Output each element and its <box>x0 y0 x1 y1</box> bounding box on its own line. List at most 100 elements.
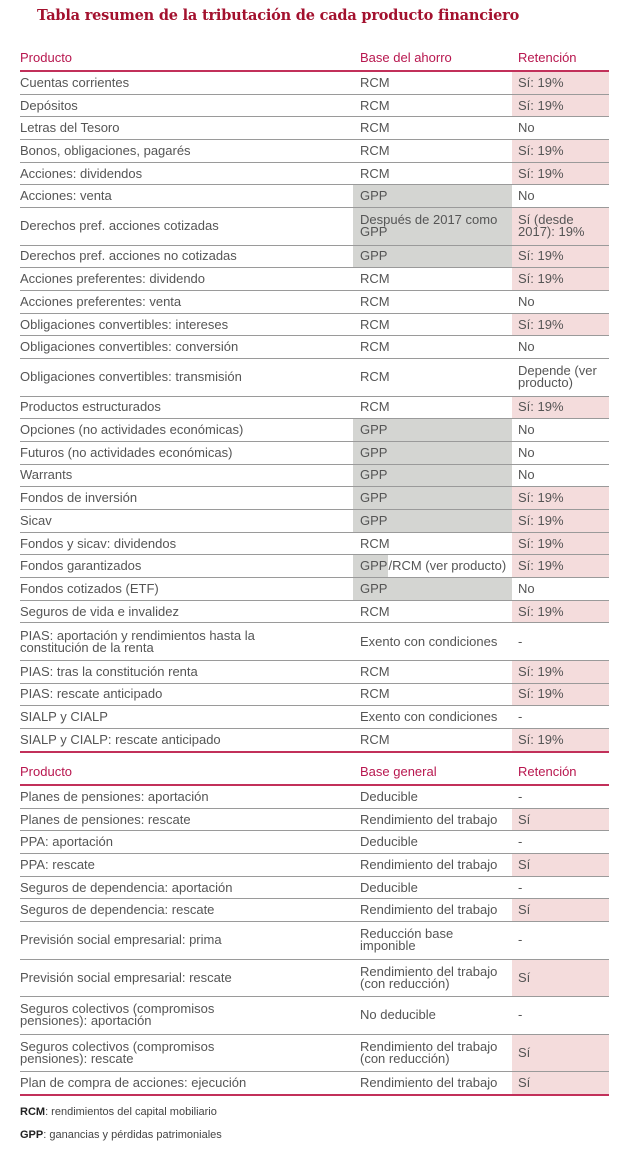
cell-product: Acciones preferentes: dividendo <box>20 268 350 290</box>
header-retention: Retención <box>518 50 577 65</box>
base-text: Rendimiento del trabajo <box>360 1074 498 1090</box>
base-text: RCM <box>360 731 390 747</box>
cell-retention: Sí <box>512 854 609 876</box>
retention-text: No <box>518 580 535 596</box>
product-text: Sicav <box>20 512 52 528</box>
cell-product: Previsión social empresarial: rescate <box>20 960 350 997</box>
product-text: PPA: aportación <box>20 834 113 850</box>
retention-text: Sí: 19% <box>518 490 564 506</box>
cell-product: Obligaciones convertibles: intereses <box>20 314 350 336</box>
cell-base: Rendimiento del trabajo <box>353 809 512 831</box>
retention-text: No <box>518 188 535 204</box>
cell-base: RCM <box>353 397 512 419</box>
cell-retention: Sí: 19% <box>512 510 609 532</box>
base-text: RCM <box>360 369 390 385</box>
cell-retention: Sí (desde 2017): 19% <box>512 208 609 245</box>
cell-product: Sicav <box>20 510 350 532</box>
base-text: GPP <box>360 422 388 438</box>
base-text: GPP <box>360 188 388 204</box>
table-row: Obligaciones convertibles: intereses RCM S… <box>20 313 609 337</box>
base-text: Rendimiento del trabajo <box>360 811 498 827</box>
cell-product: Bonos, obligaciones, pagarés <box>20 140 350 162</box>
cell-product: Letras del Tesoro <box>20 117 350 139</box>
base-gray-part: GPP <box>353 555 389 578</box>
table-row: Fondos garantizados GPP/RCM (ver producto… <box>20 555 609 579</box>
cell-retention: - <box>512 877 609 899</box>
base-text: GPP <box>360 580 388 596</box>
product-text: Opciones (no actividades económicas) <box>20 422 244 438</box>
retention-text: Sí: 19% <box>518 686 564 702</box>
cell-product: Derechos pref. acciones cotizadas <box>20 208 350 245</box>
cell-product: Plan de compra de acciones: ejecución <box>20 1072 350 1094</box>
cell-product: Seguros de dependencia: rescate <box>20 899 350 921</box>
cell-base: Después de 2017 como GPP <box>353 208 512 245</box>
product-text: PIAS: aportación y rendimientos hasta la… <box>20 627 255 655</box>
product-text: Warrants <box>20 467 73 483</box>
cell-base: Rendimiento del trabajo (con reducción) <box>353 1035 512 1072</box>
cell-product: Seguros de dependencia: aportación <box>20 877 350 899</box>
table-row: Derechos pref. acciones no cotizadas GPP S… <box>20 245 609 269</box>
retention-text: No <box>518 120 535 136</box>
cell-base: GPP <box>353 245 512 268</box>
product-text: Previsión social empresarial: rescate <box>20 969 232 985</box>
cell-base: RCM <box>353 95 512 117</box>
cell-product: Previsión social empresarial: prima <box>20 922 350 959</box>
base-text: Rendimiento del trabajo (con reducción) <box>360 963 498 991</box>
cell-product: Seguros colectivos (compromisos pensione… <box>20 1035 350 1072</box>
cell-base: GPP <box>353 185 512 208</box>
table-row: Seguros colectivos (compromisos pensione… <box>20 997 609 1035</box>
cell-base: Exento con condiciones <box>353 623 512 660</box>
cell-product: Fondos garantizados <box>20 555 350 577</box>
product-text: Cuentas corrientes <box>20 74 130 90</box>
cell-retention: Sí: 19% <box>512 245 609 268</box>
retention-text: Sí: 19% <box>518 74 564 90</box>
cell-retention: - <box>512 922 609 959</box>
retention-text: Sí: 19% <box>518 663 564 679</box>
product-text: Productos estructurados <box>20 399 161 415</box>
table-body: Planes de pensiones: aportación Deducible… <box>20 786 609 1096</box>
table-row: Seguros de vida e invalidez RCM Sí: 19% <box>20 600 609 624</box>
retention-text: Sí: 19% <box>518 558 564 574</box>
cell-product: Futuros (no actividades económicas) <box>20 442 350 464</box>
legend-text: : rendimientos del capital mobiliario <box>45 1106 217 1118</box>
product-text: Acciones preferentes: dividendo <box>20 271 206 287</box>
table-row: Futuros (no actividades económicas) GPP No <box>20 441 609 465</box>
cell-retention: No <box>512 578 609 600</box>
retention-text: Sí: 19% <box>518 399 564 415</box>
retention-text: No <box>518 467 535 483</box>
cell-base: Deducible <box>353 877 512 899</box>
cell-retention: Depende (ver producto) <box>512 359 609 396</box>
base-text: Exento con condiciones <box>360 633 498 649</box>
cell-retention: No <box>512 419 609 441</box>
table-row: PPA: aportación Deducible - <box>20 831 609 855</box>
table-row: Obligaciones convertibles: transmisión RC… <box>20 359 609 397</box>
cell-base: GPP/RCM (ver producto) <box>353 555 512 578</box>
cell-product: Warrants <box>20 465 350 487</box>
base-text: RCM <box>360 74 390 90</box>
product-text: Acciones: venta <box>20 188 112 204</box>
cell-retention: Sí: 19% <box>512 268 609 290</box>
cell-product: Derechos pref. acciones no cotizadas <box>20 246 350 268</box>
product-text: Depósitos <box>20 97 78 113</box>
cell-product: PPA: aportación <box>20 831 350 853</box>
cell-retention: Sí <box>512 899 609 922</box>
cell-base: RCM <box>353 314 512 336</box>
retention-text: - <box>518 788 523 804</box>
savings-base-table: Producto Base del ahorro Retención Cuent… <box>20 46 609 753</box>
product-text: Obligaciones convertibles: conversión <box>20 339 239 355</box>
retention-text: - <box>518 879 523 895</box>
cell-product: Obligaciones convertibles: transmisión <box>20 359 350 396</box>
cell-retention: - <box>512 786 609 808</box>
cell-retention: No <box>512 336 609 358</box>
table-header: Producto Base del ahorro Retención <box>20 46 609 72</box>
cell-base: GPP <box>353 510 512 532</box>
base-text: No deducible <box>360 1007 436 1023</box>
cell-retention: No <box>512 442 609 464</box>
cell-base: RCM <box>353 336 512 358</box>
cell-product: Acciones: venta <box>20 185 350 207</box>
cell-product: Seguros colectivos (compromisos pensione… <box>20 997 350 1034</box>
cell-base: RCM <box>353 601 512 623</box>
retention-text: No <box>518 444 535 460</box>
base-text: RCM <box>360 120 390 136</box>
retention-text: Sí: 19% <box>518 731 564 747</box>
